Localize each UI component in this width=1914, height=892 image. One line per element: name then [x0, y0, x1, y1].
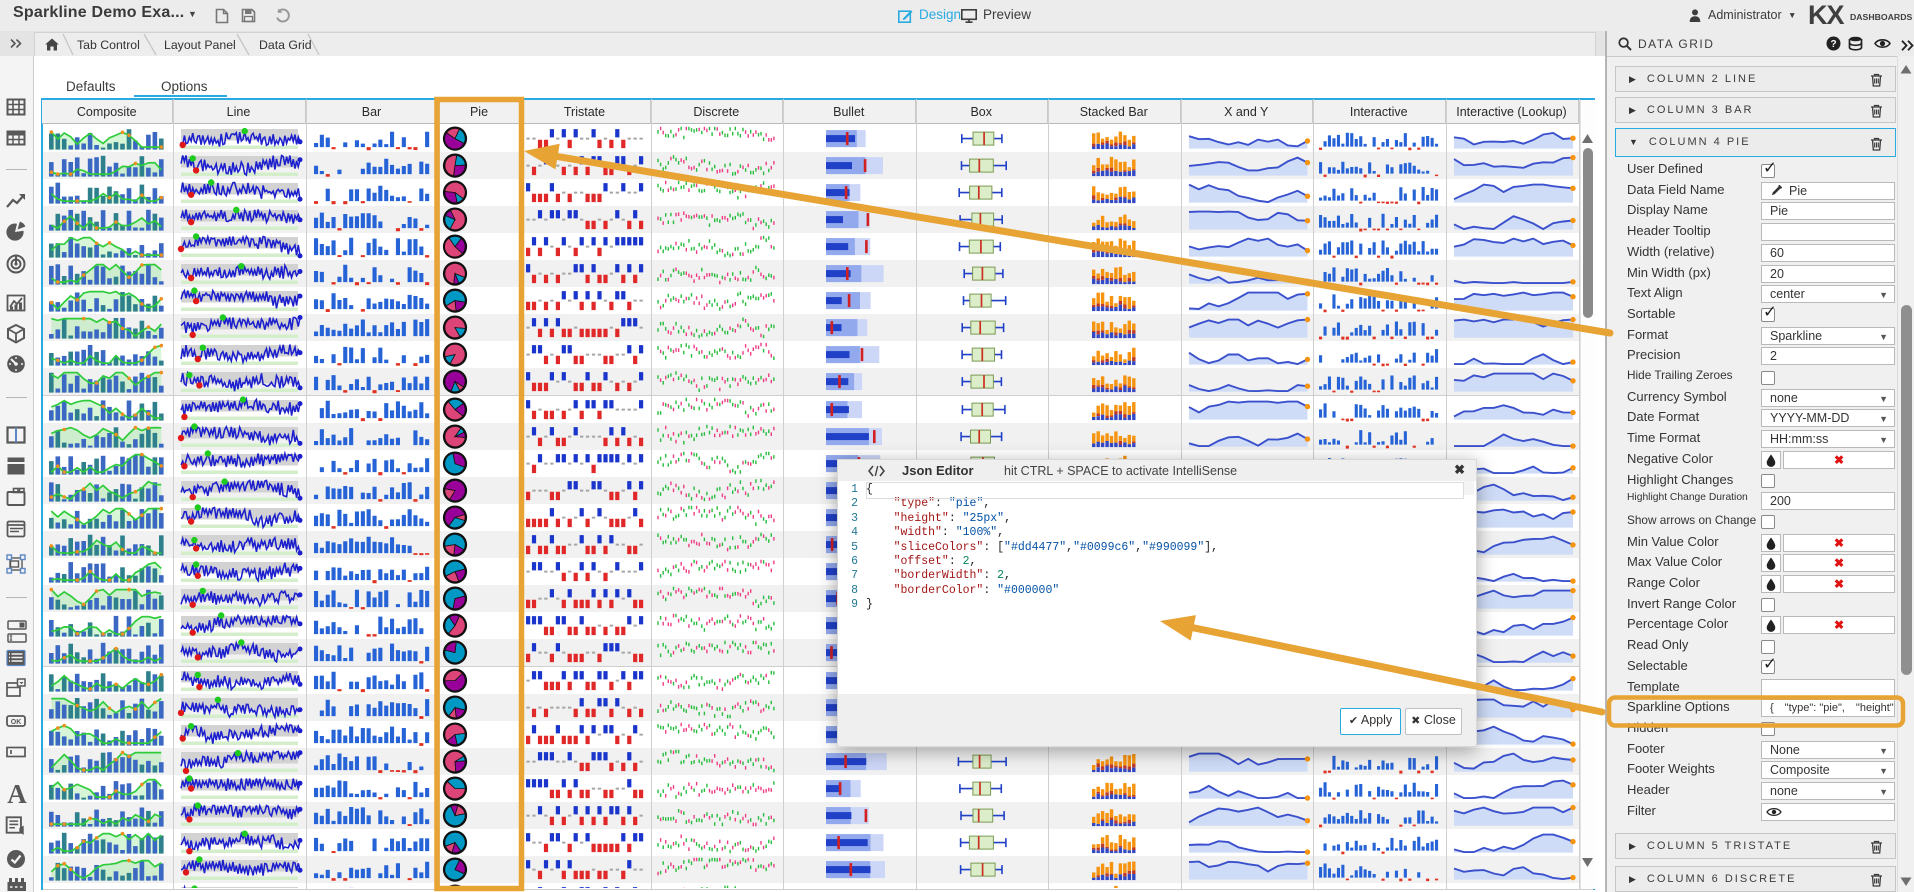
svg-text:OK: OK [11, 719, 22, 726]
svg-text:?: ? [1830, 39, 1836, 50]
